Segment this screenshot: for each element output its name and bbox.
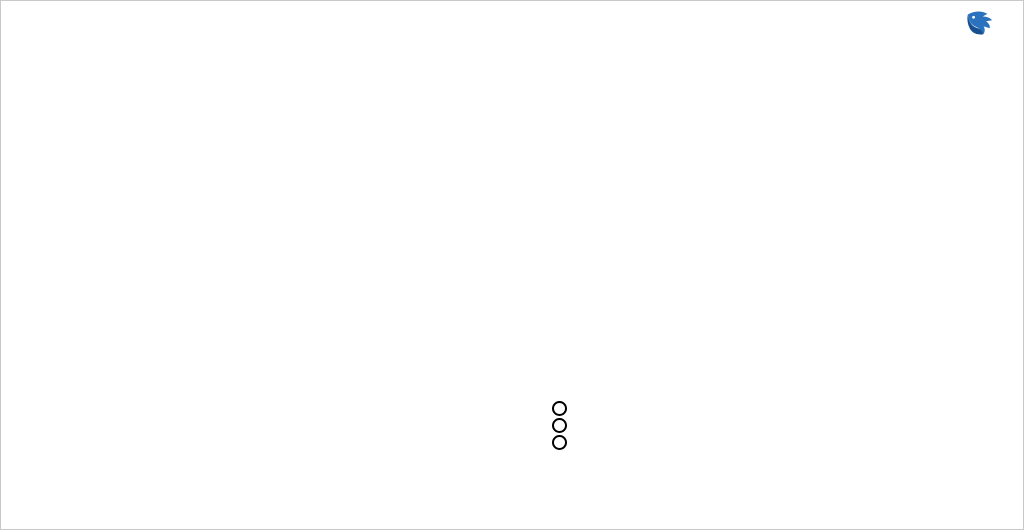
neutral-dot-icon [552, 418, 567, 433]
oversold-dot-icon [552, 435, 567, 450]
legend-item-oversold [552, 435, 573, 450]
simplevisor-logo [964, 9, 1001, 44]
overbought-dot-icon [552, 401, 567, 416]
score-legend [552, 401, 573, 450]
eagle-icon [964, 9, 994, 44]
legend-item-overbought [552, 401, 573, 416]
legend-item-neutral [552, 418, 573, 433]
